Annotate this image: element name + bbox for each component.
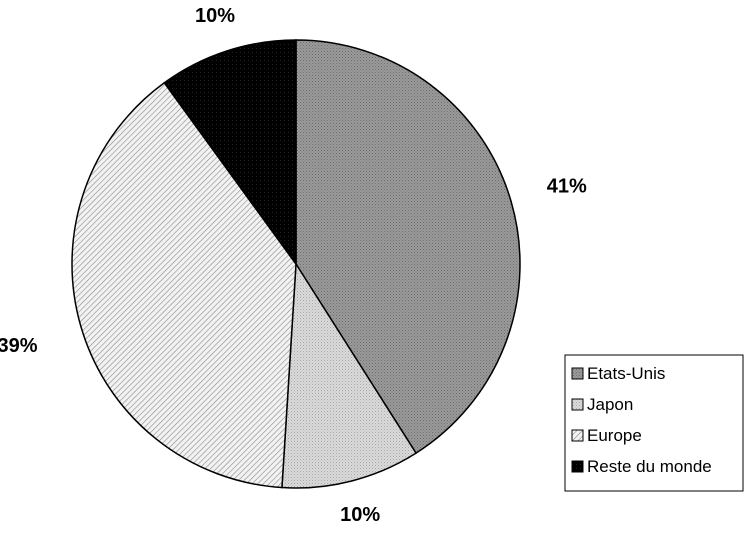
pie-slices <box>71 39 521 489</box>
pie-slice-reste-du-monde <box>163 39 297 267</box>
pie-slice-etats-unis <box>295 39 521 455</box>
legend-swatch <box>571 460 584 473</box>
pie-slice-europe <box>71 81 297 489</box>
legend: Etats-Unis Japon Europe Reste du monde <box>564 354 744 492</box>
percent-label: 10% <box>340 504 380 526</box>
legend-items: Etats-Unis Japon Europe Reste du monde <box>571 364 712 476</box>
legend-box <box>564 354 744 492</box>
pie-slice-japon <box>281 261 418 489</box>
percent-label: 10% <box>195 5 235 27</box>
pie-percent-labels: 41% 10% 39% 10% <box>0 5 587 526</box>
legend-label: Reste du monde <box>587 457 712 476</box>
legend-swatch <box>571 429 584 442</box>
percent-label: 41% <box>547 175 587 197</box>
percent-label: 39% <box>0 335 38 357</box>
legend-swatch <box>571 367 584 380</box>
legend-label: Etats-Unis <box>587 364 665 383</box>
legend-label: Japon <box>587 395 633 414</box>
legend-swatch <box>571 398 584 411</box>
legend-label: Europe <box>587 426 642 445</box>
